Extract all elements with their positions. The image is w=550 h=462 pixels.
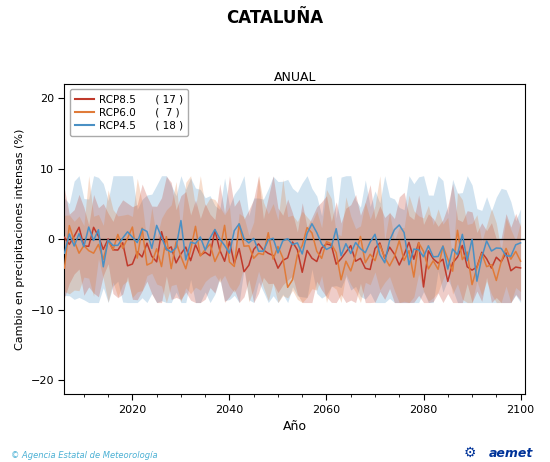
Title: ANUAL: ANUAL [274,71,316,84]
X-axis label: Año: Año [283,420,307,433]
Text: © Agencia Estatal de Meteorología: © Agencia Estatal de Meteorología [11,451,158,460]
Text: CATALUÑA: CATALUÑA [227,9,323,27]
Legend: RCP8.5      ( 17 ), RCP6.0      (  7 ), RCP4.5      ( 18 ): RCP8.5 ( 17 ), RCP6.0 ( 7 ), RCP4.5 ( 18… [70,89,188,136]
Text: aemet: aemet [489,447,534,460]
Y-axis label: Cambio en precipitaciones intensas (%): Cambio en precipitaciones intensas (%) [15,128,25,350]
Text: ⚙: ⚙ [463,446,476,460]
